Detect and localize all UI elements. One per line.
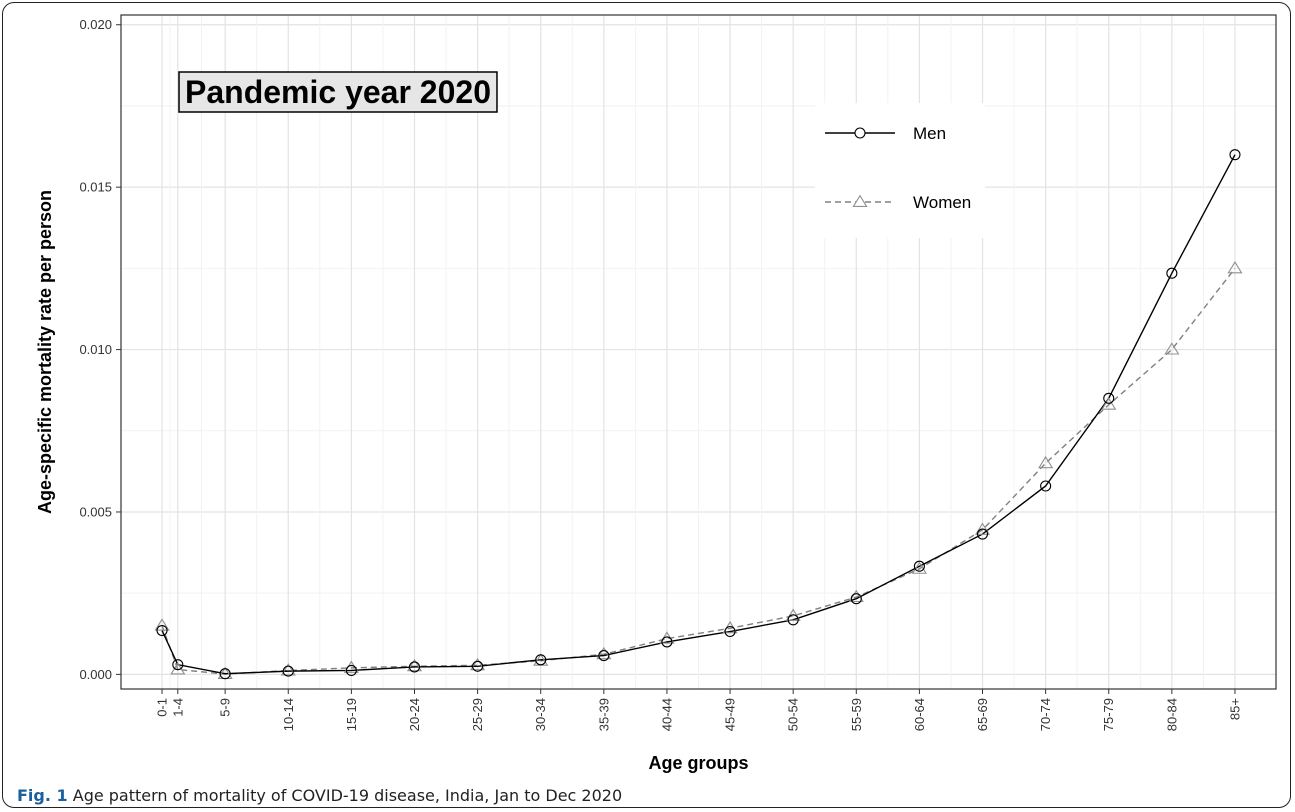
legend-men-label: Men	[913, 124, 946, 143]
x-tick-label: 30-34	[533, 698, 548, 731]
x-tick-label: 40-44	[659, 698, 674, 731]
women-point	[1164, 342, 1180, 355]
figure-caption-text: Age pattern of mortality of COVID-19 dis…	[67, 786, 623, 805]
figure-label: Fig. 1	[17, 786, 68, 805]
women-point	[470, 657, 486, 671]
x-tick-label: 15-19	[344, 698, 359, 731]
x-tick-label: 10-14	[281, 698, 296, 731]
y-tick-label: 0.005	[79, 504, 112, 519]
men-point	[408, 661, 421, 673]
men-point	[661, 636, 673, 648]
x-tick-label: 35-39	[596, 698, 611, 731]
y-tick-label: 0.010	[79, 342, 112, 357]
x-tick-label: 80-84	[1164, 698, 1179, 731]
men-point	[598, 649, 610, 662]
women-point	[154, 618, 170, 631]
chart: 0.000 0.005 0.010 0.015 0.020 0-1 1-4 5-9 10-14 1…	[35, 14, 1277, 773]
men-point	[472, 660, 484, 672]
axes: 0.000 0.005 0.010 0.015 0.020 0-1 1-4 5-9 10-14 1…	[79, 14, 1277, 731]
figure-caption: Fig. 1 Age pattern of mortality of COVID…	[17, 786, 622, 805]
women-point	[785, 608, 801, 621]
legend-women-marker	[852, 194, 868, 207]
men-point	[724, 625, 736, 638]
legend-women-label: Women	[913, 193, 971, 212]
y-tick-label: 0.015	[79, 180, 112, 195]
series-layer	[154, 149, 1243, 680]
x-tick-label: 75-79	[1101, 698, 1116, 731]
men-point	[850, 593, 862, 605]
men-point	[1040, 480, 1052, 492]
y-tick-label: 0.020	[79, 17, 112, 32]
men-point	[282, 665, 294, 677]
men-series-line	[161, 154, 1236, 675]
men-point	[1166, 267, 1178, 279]
women-point	[1101, 397, 1117, 410]
men-point	[787, 614, 799, 626]
y-axis-title: Age-specific mortality rate per person	[35, 190, 55, 514]
chart-title: Pandemic year 2020	[185, 74, 491, 110]
plot-border	[120, 14, 1277, 690]
x-tick-label: 1-4	[170, 698, 185, 717]
x-tick-label: 60-64	[912, 698, 927, 731]
chart-title-background	[178, 71, 498, 113]
men-point	[1229, 149, 1241, 161]
x-tick-label: 85+	[1227, 698, 1242, 720]
women-point	[911, 561, 927, 574]
grid-lines	[121, 15, 1276, 689]
men-point	[345, 664, 357, 677]
x-tick-label: 50-54	[786, 698, 801, 731]
men-point	[913, 560, 925, 572]
women-point	[1227, 260, 1243, 274]
legend: Men Women	[815, 103, 985, 238]
x-tick-label: 55-59	[849, 698, 864, 731]
women-point	[848, 589, 864, 603]
x-tick-label: 5-9	[218, 698, 233, 717]
x-axis-title: Age groups	[648, 753, 748, 773]
legend-background	[815, 103, 985, 238]
men-point	[172, 659, 184, 671]
women-point	[1038, 455, 1054, 469]
men-point	[535, 654, 547, 666]
x-tick-label: 25-29	[470, 698, 485, 731]
x-tick-label: 65-69	[975, 698, 990, 731]
x-tick-label: 70-74	[1038, 698, 1053, 731]
women-point	[596, 646, 612, 660]
legend-men-marker	[854, 127, 866, 139]
men-point	[156, 624, 168, 637]
men-point	[219, 668, 231, 680]
x-tick-label: 45-49	[723, 698, 738, 731]
chart-title-box: Pandemic year 2020	[178, 71, 498, 113]
women-point	[406, 658, 423, 672]
x-tick-label: 0-1	[155, 698, 170, 717]
y-tick-label: 0.000	[79, 667, 112, 682]
men-point	[1103, 392, 1115, 404]
women-point	[280, 663, 296, 676]
x-tick-label: 20-24	[407, 698, 422, 731]
men-point	[976, 528, 989, 540]
women-point	[974, 522, 991, 535]
